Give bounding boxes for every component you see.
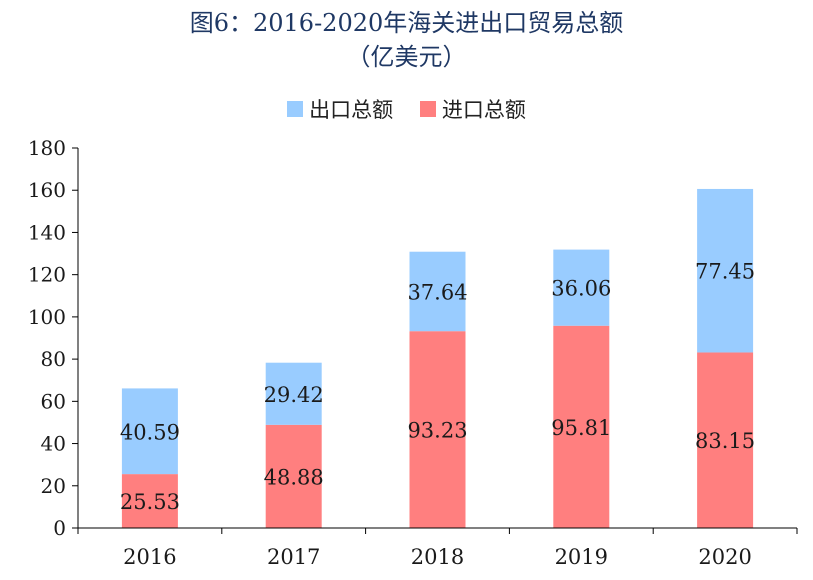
y-tick-label-160: 160 xyxy=(28,178,66,202)
data-label-import-2016: 25.53 xyxy=(120,490,180,514)
legend-swatch-export xyxy=(287,101,304,117)
data-label-export-2017: 29.42 xyxy=(264,383,324,407)
chart-title-block: 图6：2016-2020年海关进出口贸易总额 （亿美元） xyxy=(0,6,813,74)
y-tick-label-20: 20 xyxy=(41,474,66,498)
chart-subtitle: （亿美元） xyxy=(346,43,467,71)
legend-item-import: 进口总额 xyxy=(419,94,526,124)
data-label-export-2018: 37.64 xyxy=(407,280,467,304)
chart-title: 图6：2016-2020年海关进出口贸易总额 xyxy=(189,9,624,37)
legend-item-export: 出口总额 xyxy=(287,94,393,124)
bar-export-2019 xyxy=(553,249,610,326)
bar-import-2016 xyxy=(121,474,178,528)
y-tick-label-120: 120 xyxy=(28,263,66,287)
y-tick-label-0: 0 xyxy=(53,516,66,540)
data-label-export-2019: 36.06 xyxy=(551,277,611,301)
bar-import-2020 xyxy=(697,352,754,528)
x-tick-label-2016: 2016 xyxy=(123,545,176,569)
chart-legend: 出口总额 进口总额 xyxy=(0,94,813,124)
data-label-export-2020: 77.45 xyxy=(695,260,755,284)
bar-export-2018 xyxy=(409,251,466,332)
bar-export-2016 xyxy=(121,388,178,475)
y-tick-label-80: 80 xyxy=(41,347,66,371)
bar-import-2019 xyxy=(553,325,610,528)
data-label-import-2018: 93.23 xyxy=(407,419,467,443)
y-tick-label-100: 100 xyxy=(28,305,66,329)
y-tick-label-40: 40 xyxy=(41,432,66,456)
y-tick-label-180: 180 xyxy=(28,136,66,160)
data-label-import-2019: 95.81 xyxy=(551,416,611,440)
bar-import-2017 xyxy=(265,424,322,528)
x-tick-label-2017: 2017 xyxy=(267,545,320,569)
data-label-export-2016: 40.59 xyxy=(120,420,180,444)
legend-label-export: 出口总额 xyxy=(309,98,394,122)
bar-export-2020 xyxy=(697,188,754,353)
y-tick-label-60: 60 xyxy=(41,389,66,413)
legend-label-import: 进口总额 xyxy=(441,98,526,122)
bar-import-2018 xyxy=(409,331,466,528)
x-tick-label-2020: 2020 xyxy=(698,545,751,569)
y-tick-label-140: 140 xyxy=(28,220,66,244)
data-label-import-2017: 48.88 xyxy=(264,465,324,489)
x-tick-label-2018: 2018 xyxy=(411,545,464,569)
data-label-import-2020: 83.15 xyxy=(695,429,755,453)
bar-export-2017 xyxy=(265,362,322,425)
legend-swatch-import xyxy=(419,101,436,117)
x-tick-label-2019: 2019 xyxy=(555,545,608,569)
